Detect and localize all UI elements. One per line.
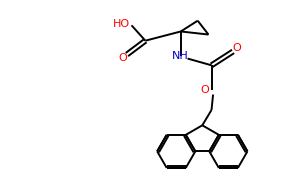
Text: O: O [119, 53, 128, 63]
Text: O: O [232, 43, 241, 53]
Text: O: O [200, 85, 209, 95]
Text: NH: NH [172, 51, 188, 61]
Text: HO: HO [113, 19, 130, 29]
